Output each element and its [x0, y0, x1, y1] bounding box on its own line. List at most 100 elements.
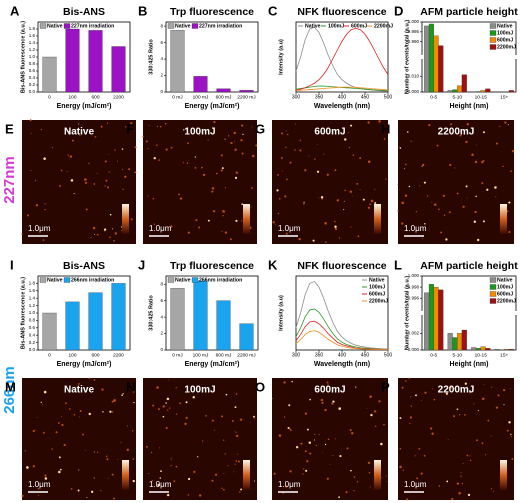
particle	[475, 195, 477, 198]
particle	[94, 233, 96, 235]
x-tick-label: 500	[384, 352, 393, 358]
particle	[84, 178, 87, 181]
particle	[168, 407, 171, 409]
particle	[111, 473, 114, 476]
particle	[124, 175, 127, 178]
particle	[283, 416, 286, 418]
particle	[234, 140, 235, 142]
particle	[382, 128, 384, 130]
particle	[66, 171, 68, 173]
particle	[343, 208, 345, 211]
particle	[165, 426, 168, 429]
x-tick-label: 500	[384, 94, 393, 100]
particle	[334, 438, 336, 440]
particle	[374, 188, 376, 190]
particle	[234, 176, 238, 180]
particle	[32, 429, 35, 433]
particle	[324, 408, 327, 412]
x-tick-label: 600 mJ	[216, 352, 232, 358]
particle	[211, 187, 215, 190]
particle	[26, 466, 29, 469]
particle	[195, 219, 198, 222]
particle	[40, 129, 43, 131]
panel-letter: K	[268, 257, 278, 272]
particle	[399, 465, 402, 469]
particle	[215, 172, 218, 175]
particle	[451, 498, 454, 501]
particle	[302, 473, 304, 475]
particle	[507, 124, 509, 126]
particle	[465, 140, 468, 144]
particle	[276, 189, 279, 192]
legend-swatch	[489, 44, 497, 50]
x-tick-label: 0	[48, 94, 51, 100]
legend-swatch	[39, 23, 47, 29]
bar	[494, 349, 500, 351]
x-axis-label: Energy (mJ/cm²)	[57, 361, 112, 368]
particle	[326, 381, 329, 384]
particle	[449, 386, 453, 389]
particle	[399, 447, 402, 450]
particle	[356, 182, 359, 185]
x-tick-label: 2200	[113, 94, 124, 100]
particle	[153, 223, 155, 225]
particle	[431, 388, 433, 390]
particle	[44, 477, 48, 480]
particle	[104, 185, 106, 187]
color-scale	[374, 460, 381, 490]
panel-letter: J	[138, 257, 145, 272]
image-label: 2200mJ	[438, 385, 475, 396]
particle	[225, 393, 228, 396]
particle	[37, 495, 39, 497]
particle	[96, 451, 99, 454]
x-tick-label: 600 mJ	[216, 94, 232, 100]
particle	[156, 144, 158, 146]
particle	[130, 218, 133, 221]
particle	[401, 386, 404, 389]
particle	[35, 180, 36, 182]
particle	[473, 220, 477, 223]
particle	[107, 477, 109, 479]
legend-label: 2200mJ	[369, 298, 388, 304]
particle	[477, 410, 479, 412]
y-tick-label: 1.000	[408, 19, 420, 24]
particle	[79, 134, 81, 136]
particle	[193, 470, 196, 474]
x-tick-label: 100	[68, 94, 76, 100]
line-series	[295, 320, 388, 351]
particle	[291, 380, 293, 383]
scale-bar-label: 1.0μm	[28, 224, 51, 233]
particle	[487, 419, 490, 422]
particle	[227, 135, 230, 137]
particle	[40, 401, 42, 404]
particle	[367, 160, 371, 164]
particle	[344, 189, 346, 192]
particle	[303, 202, 305, 205]
row-label: 266nm	[1, 366, 18, 414]
panel-letter: A	[10, 3, 20, 18]
particle	[121, 168, 124, 171]
y-tick-label: 1.000	[408, 273, 420, 278]
particle	[449, 163, 452, 167]
particle	[423, 181, 426, 184]
particle	[96, 172, 98, 174]
particle	[280, 132, 284, 135]
particle	[504, 121, 507, 124]
particle	[476, 144, 477, 146]
particle	[422, 238, 423, 240]
particle	[303, 201, 305, 203]
particle	[96, 233, 99, 236]
particle	[211, 479, 214, 482]
x-tick-label: 400	[338, 352, 347, 358]
chart-title: Trp fluorescence	[170, 6, 254, 18]
particle	[345, 491, 348, 494]
particle	[456, 408, 459, 410]
x-tick-label: 10-15	[475, 94, 488, 100]
particle	[447, 439, 449, 440]
particle	[456, 482, 460, 485]
particle	[126, 448, 129, 452]
particle	[235, 431, 237, 434]
x-tick-label: 350	[315, 94, 324, 100]
particle	[185, 416, 188, 420]
particle	[30, 132, 32, 134]
